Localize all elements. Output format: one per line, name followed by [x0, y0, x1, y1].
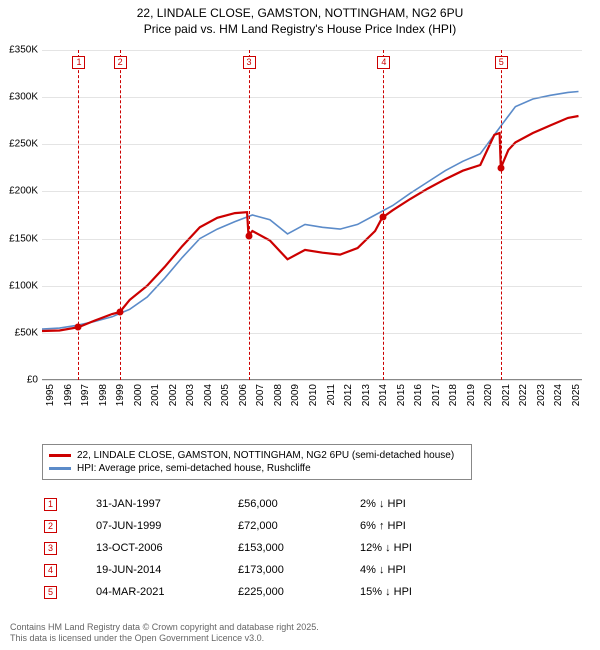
- marker-dot: [497, 164, 504, 171]
- y-axis-label: £0: [27, 375, 38, 386]
- y-axis-label: £100K: [9, 280, 38, 291]
- event-price: £56,000: [238, 494, 358, 514]
- legend-label-price-paid: 22, LINDALE CLOSE, GAMSTON, NOTTINGHAM, …: [77, 450, 454, 461]
- event-price: £225,000: [238, 582, 358, 602]
- x-axis-label: 1996: [63, 384, 74, 406]
- event-date: 19-JUN-2014: [96, 560, 236, 580]
- table-row: 5 04-MAR-2021£225,00015% ↓ HPI: [44, 582, 480, 602]
- marker-vline: [120, 50, 121, 380]
- plot: 1 2 3 4 5: [42, 50, 582, 380]
- marker-box: 2: [114, 56, 127, 69]
- x-axis-label: 2025: [571, 384, 582, 406]
- x-axis-label: 2001: [150, 384, 161, 406]
- title-line2: Price paid vs. HM Land Registry's House …: [0, 22, 600, 38]
- legend-row-price-paid: 22, LINDALE CLOSE, GAMSTON, NOTTINGHAM, …: [49, 449, 465, 462]
- x-axis-label: 2003: [185, 384, 196, 406]
- marker-box: 5: [495, 56, 508, 69]
- event-delta: 15% ↓ HPI: [360, 582, 480, 602]
- table-row: 3 13-OCT-2006£153,00012% ↓ HPI: [44, 538, 480, 558]
- marker-vline: [249, 50, 250, 380]
- y-axis-label: £200K: [9, 186, 38, 197]
- event-marker: 4: [44, 564, 57, 577]
- x-axis-label: 2017: [431, 384, 442, 406]
- chart-container: 22, LINDALE CLOSE, GAMSTON, NOTTINGHAM, …: [0, 0, 600, 650]
- y-axis-label: £350K: [9, 45, 38, 56]
- table-row: 1 31-JAN-1997£56,0002% ↓ HPI: [44, 494, 480, 514]
- hpi-line: [42, 92, 579, 330]
- x-axis-label: 1998: [98, 384, 109, 406]
- event-marker: 5: [44, 586, 57, 599]
- x-axis-label: 2002: [168, 384, 179, 406]
- event-price: £153,000: [238, 538, 358, 558]
- x-axis-label: 2019: [466, 384, 477, 406]
- legend-row-hpi: HPI: Average price, semi-detached house,…: [49, 462, 465, 475]
- legend: 22, LINDALE CLOSE, GAMSTON, NOTTINGHAM, …: [42, 444, 472, 480]
- marker-vline: [501, 50, 502, 380]
- x-axis-label: 2013: [361, 384, 372, 406]
- footer-line2: This data is licensed under the Open Gov…: [10, 633, 319, 644]
- event-delta: 12% ↓ HPI: [360, 538, 480, 558]
- marker-dot: [245, 232, 252, 239]
- x-axis-label: 2005: [220, 384, 231, 406]
- x-axis-label: 2015: [396, 384, 407, 406]
- y-axis-label: £50K: [15, 327, 38, 338]
- y-axis-label: £300K: [9, 92, 38, 103]
- x-axis-label: 2000: [133, 384, 144, 406]
- x-axis-label: 2004: [203, 384, 214, 406]
- event-date: 07-JUN-1999: [96, 516, 236, 536]
- marker-dot: [75, 324, 82, 331]
- footer: Contains HM Land Registry data © Crown c…: [10, 622, 319, 645]
- event-date: 13-OCT-2006: [96, 538, 236, 558]
- x-axis-label: 2020: [483, 384, 494, 406]
- event-marker: 2: [44, 520, 57, 533]
- footer-line1: Contains HM Land Registry data © Crown c…: [10, 622, 319, 633]
- title-block: 22, LINDALE CLOSE, GAMSTON, NOTTINGHAM, …: [0, 0, 600, 37]
- legend-swatch-hpi: [49, 467, 71, 470]
- x-axis-label: 2006: [238, 384, 249, 406]
- marker-box: 4: [377, 56, 390, 69]
- marker-dot: [380, 213, 387, 220]
- x-axis-label: 2011: [326, 384, 337, 406]
- y-axis-label: £150K: [9, 233, 38, 244]
- x-axis-label: 1999: [115, 384, 126, 406]
- table-row: 4 19-JUN-2014£173,0004% ↓ HPI: [44, 560, 480, 580]
- x-axis-label: 1995: [45, 384, 56, 406]
- event-price: £72,000: [238, 516, 358, 536]
- events-table: 131-JAN-1997£56,0002% ↓ HPI207-JUN-1999£…: [42, 492, 482, 604]
- x-axis-label: 2023: [536, 384, 547, 406]
- table-row: 2 07-JUN-1999£72,0006% ↑ HPI: [44, 516, 480, 536]
- legend-label-hpi: HPI: Average price, semi-detached house,…: [77, 463, 311, 474]
- event-price: £173,000: [238, 560, 358, 580]
- y-axis-label: £250K: [9, 139, 38, 150]
- x-axis-label: 2012: [343, 384, 354, 406]
- x-axis-label: 2014: [378, 384, 389, 406]
- x-axis-label: 2024: [553, 384, 564, 406]
- marker-box: 3: [243, 56, 256, 69]
- chart-area: 12345 £0£50K£100K£150K£200K£250K£300K£35…: [42, 50, 582, 410]
- x-axis-label: 2018: [448, 384, 459, 406]
- x-axis-label: 2022: [518, 384, 529, 406]
- event-marker: 3: [44, 542, 57, 555]
- event-delta: 6% ↑ HPI: [360, 516, 480, 536]
- marker-dot: [116, 309, 123, 316]
- x-axis-label: 2008: [273, 384, 284, 406]
- legend-swatch-price-paid: [49, 454, 71, 457]
- title-line1: 22, LINDALE CLOSE, GAMSTON, NOTTINGHAM, …: [0, 6, 600, 22]
- event-delta: 2% ↓ HPI: [360, 494, 480, 514]
- event-date: 04-MAR-2021: [96, 582, 236, 602]
- x-axis-label: 2021: [501, 384, 512, 406]
- x-axis-label: 2007: [255, 384, 266, 406]
- event-delta: 4% ↓ HPI: [360, 560, 480, 580]
- marker-box: 1: [72, 56, 85, 69]
- x-axis-label: 2016: [413, 384, 424, 406]
- x-axis-label: 2009: [290, 384, 301, 406]
- event-date: 31-JAN-1997: [96, 494, 236, 514]
- gridline: [42, 380, 582, 381]
- x-axis-label: 1997: [80, 384, 91, 406]
- event-marker: 1: [44, 498, 57, 511]
- x-axis-label: 2010: [308, 384, 319, 406]
- price-paid-line: [42, 116, 579, 331]
